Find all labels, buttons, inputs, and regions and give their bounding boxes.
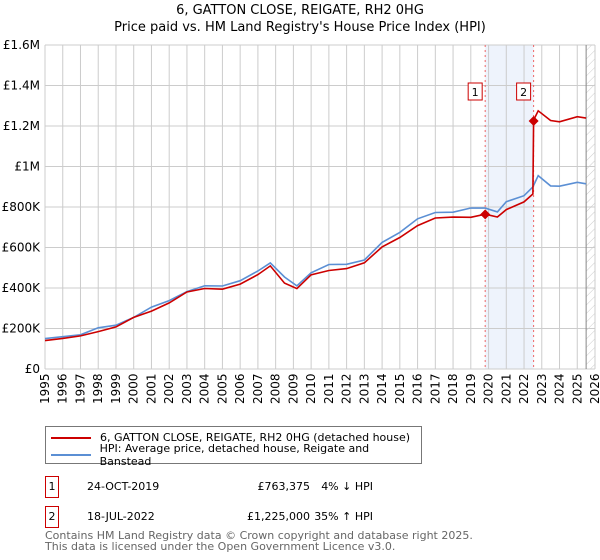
x-tick-label: 2010 xyxy=(304,373,318,404)
y-tick-label: £1.4M xyxy=(3,79,40,93)
x-tick-label: 2026 xyxy=(588,373,600,404)
sale-price: £1,225,000 xyxy=(247,510,310,523)
sale-date: 24-OCT-2019 xyxy=(87,480,160,493)
chart-title: 6, GATTON CLOSE, REIGATE, RH2 0HG xyxy=(176,3,424,18)
x-tick-label: 2012 xyxy=(340,373,354,404)
x-tick-label: 2003 xyxy=(180,373,194,404)
x-tick-label: 2017 xyxy=(428,373,442,404)
x-tick-label: 2021 xyxy=(499,373,513,404)
sale-hpi-diff: 4% ↓ HPI xyxy=(321,480,373,493)
x-tick-label: 2009 xyxy=(286,373,300,404)
sale-hpi-diff: 35% ↑ HPI xyxy=(314,510,373,523)
sale-point xyxy=(528,115,539,126)
x-tick-label: 2011 xyxy=(322,373,336,404)
hpi-line xyxy=(44,174,587,340)
x-tick-label: 2022 xyxy=(517,373,531,404)
sale-badge: 2 xyxy=(45,506,59,528)
legend-label-property: 6, GATTON CLOSE, REIGATE, RH2 0HG (detac… xyxy=(100,431,411,444)
chart-subtitle: Price paid vs. HM Land Registry's House … xyxy=(114,20,486,35)
x-tick-label: 2016 xyxy=(411,373,425,404)
x-tick-label: 1998 xyxy=(91,373,105,404)
x-tick-label: 2000 xyxy=(127,373,141,404)
x-tick-label: 2004 xyxy=(198,373,212,404)
footer: Contains HM Land Registry data © Crown c… xyxy=(45,530,473,552)
price-chart: 1995 1996 1997 1998 1999 2000 2001 2002 2003 2004… xyxy=(2,38,600,404)
x-tick-label: 2013 xyxy=(357,373,371,404)
legend-label-hpi: HPI: Average price, detached house, Reig… xyxy=(99,441,370,468)
x-tick-label: 2024 xyxy=(553,373,567,404)
sale-badge: 1 xyxy=(45,476,59,498)
x-tick-label: 1999 xyxy=(109,373,123,404)
x-tick-label: 2008 xyxy=(269,373,283,404)
x-tick-label: 2023 xyxy=(535,373,549,404)
footer-line-1: Contains HM Land Registry data © Crown c… xyxy=(45,529,473,542)
x-tick-label: 1996 xyxy=(56,373,70,404)
legend-swatch-property xyxy=(51,436,91,439)
x-tick-label: 2007 xyxy=(251,373,265,404)
y-tick-label: £1M xyxy=(14,160,40,174)
sale-label: 1 xyxy=(472,86,479,99)
x-tick-label: 2015 xyxy=(393,373,407,404)
legend-swatch-hpi xyxy=(51,453,91,456)
sale-row: 2 18-JUL-2022 £1,225,000 35% ↑ HPI xyxy=(45,506,425,528)
x-tick-label: 2025 xyxy=(570,373,584,404)
x-tick-label: 2001 xyxy=(144,373,158,404)
x-tick-label: 1997 xyxy=(73,373,87,404)
x-tick-label: 2020 xyxy=(482,373,496,404)
sale-label: 2 xyxy=(520,86,527,99)
property-price-line xyxy=(44,109,587,342)
sale-price: £763,375 xyxy=(257,480,311,493)
sale-date: 18-JUL-2022 xyxy=(87,510,155,523)
y-tick-label: £1.2M xyxy=(3,119,40,133)
x-tick-label: 2014 xyxy=(375,373,389,404)
y-tick-label: £800K xyxy=(2,200,42,214)
x-tick-label: 2019 xyxy=(464,373,478,404)
legend: 6, GATTON CLOSE, REIGATE, RH2 0HG (detac… xyxy=(45,426,422,468)
sale-point xyxy=(480,209,491,220)
y-tick-label: £600K xyxy=(2,241,42,255)
y-tick-label: £0 xyxy=(25,362,40,376)
x-tick-label: 2006 xyxy=(233,373,247,404)
sale-label-box xyxy=(467,82,483,101)
sale-row: 1 24-OCT-2019 £763,375 4% ↓ HPI xyxy=(45,476,425,498)
sale-label-box xyxy=(516,82,532,101)
x-tick-label: 2018 xyxy=(446,373,460,404)
y-tick-label: £200K xyxy=(2,322,42,336)
footer-line-2: This data is licensed under the Open Gov… xyxy=(45,540,396,553)
x-tick-label: 2002 xyxy=(162,373,176,404)
x-tick-label: 1995 xyxy=(38,373,52,404)
y-tick-label: £1.6M xyxy=(3,38,40,52)
y-tick-label: £400K xyxy=(2,281,42,295)
x-tick-label: 2005 xyxy=(215,373,229,404)
